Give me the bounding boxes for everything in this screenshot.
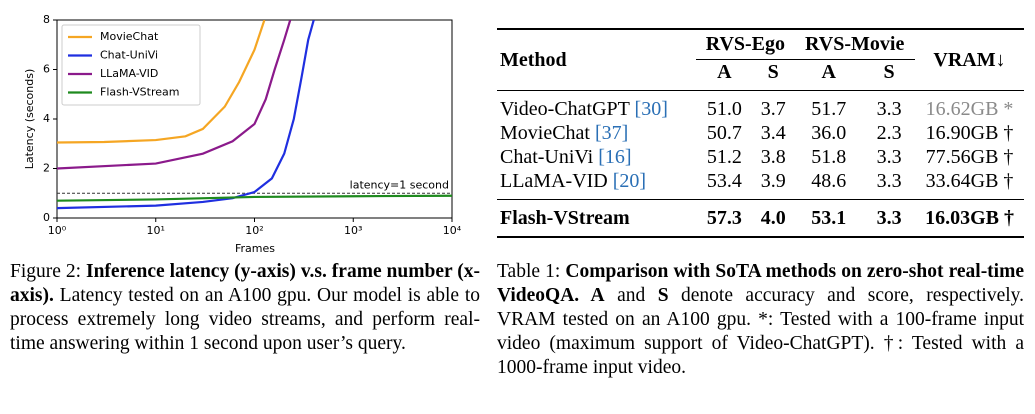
x-tick-label: 10¹: [147, 224, 165, 237]
x-tick-label: 10⁰: [48, 224, 67, 237]
method-cell: LLaMA-VID [20]: [497, 169, 696, 200]
citation: [16]: [598, 145, 632, 168]
vram-cell: 33.64GB †: [925, 169, 1014, 192]
y-tick-label: 2: [43, 162, 50, 175]
caption-text: denote accuracy and score, respectively.…: [497, 285, 1025, 378]
header-group: RVS-Movie: [794, 28, 916, 59]
legend-label: Flash-VStream: [100, 86, 179, 99]
x-tick-label: 10⁴: [443, 224, 462, 237]
legend-label: MovieChat: [100, 30, 159, 43]
method-name: Flash-VStream: [500, 206, 630, 229]
header-sub: A: [794, 58, 864, 90]
score-cell: 3.3: [863, 198, 916, 238]
score-cell: 51.8: [811, 145, 847, 168]
caption-text: S: [657, 285, 669, 306]
vram-cell: 16.90GB †: [925, 121, 1014, 144]
x-tick-label: 10³: [344, 224, 362, 237]
header-cell: Method: [497, 28, 697, 90]
citation: [30]: [634, 97, 668, 120]
legend-label: Chat-UniVi: [100, 49, 158, 62]
method-cell: Video-ChatGPT [30]: [497, 89, 697, 121]
caption-text: A: [579, 285, 605, 306]
x-axis-label: Frames: [235, 242, 275, 255]
caption-text: Latency tested on an A100 gpu. Our model…: [10, 285, 480, 354]
threshold-label: latency=1 second: [350, 178, 449, 191]
score-cell: 4.0: [752, 198, 795, 238]
method-name: Chat-UniVi: [500, 145, 594, 168]
figure-caption: Figure 2: Inference latency (y-axis) v.s…: [10, 260, 480, 356]
score-cell: 57.3: [696, 198, 753, 238]
y-tick-label: 6: [43, 63, 50, 76]
table-row: Chat-UniVi [16] 51.2 3.8 51.8 3.3 77.56GB †: [497, 145, 1024, 169]
score-cell: 2.3: [876, 121, 902, 144]
citation: [20]: [612, 169, 647, 192]
header-sub: A: [696, 58, 753, 90]
method-name: MovieChat: [500, 121, 590, 144]
y-tick-label: 0: [43, 211, 50, 224]
score-cell: 3.3: [876, 145, 902, 168]
header-sub: S: [863, 58, 916, 90]
method-cell: MovieChat [37]: [497, 121, 696, 145]
y-tick-label: 8: [43, 13, 50, 26]
legend-box: [61, 24, 201, 106]
results-table: Method RVS-Ego RVS-Movie VRAM↓ A S A S Video-Cha…: [497, 28, 1024, 238]
score-cell: 3.3: [863, 89, 916, 121]
series-line: [57, 194, 452, 202]
chart: Frames Latency (seconds) 0 2 4 6 8 10⁰ 10¹ 10² 1…: [23, 13, 462, 255]
score-cell: 53.1: [794, 198, 864, 238]
score-cell: 3.8: [760, 145, 786, 168]
series-line: [57, 20, 315, 210]
header-group: RVS-Ego: [696, 28, 795, 59]
score-cell: 36.0: [811, 121, 847, 144]
table-row: Video-ChatGPT [30] 51.0 3.7 51.7 3.3 16.62GB …: [497, 89, 1024, 121]
method-cell: Flash-VStream: [497, 198, 697, 238]
caption-text: and: [604, 285, 658, 306]
score-cell: 53.4: [706, 169, 742, 192]
citation: [37]: [595, 121, 629, 144]
x-tick-label: 10²: [245, 224, 263, 237]
score-cell: 48.6: [811, 169, 847, 192]
table-caption: Table 1: Comparison with SoTA methods on…: [497, 260, 1024, 380]
caption-text: Comparison with SoTA methods on zero-sho…: [497, 261, 1024, 306]
vram-cell: 16.03GB †: [915, 198, 1024, 238]
table-row: LLaMA-VID [20] 53.4 3.9 48.6 3.3 33.64GB †: [497, 169, 1024, 200]
header-cell: VRAM↓: [915, 28, 1024, 90]
caption-text: Inference latency (y-axis) v.s. frame nu…: [10, 261, 480, 306]
vram-cell: 77.56GB †: [925, 145, 1014, 168]
score-cell: 3.9: [760, 169, 786, 192]
series-line: [57, 20, 266, 144]
score-cell: 3.7: [752, 89, 795, 121]
table-row: MovieChat [37] 50.7 3.4 36.0 2.3 16.90GB †: [497, 121, 1024, 145]
method-name: Video-ChatGPT: [500, 97, 630, 120]
y-tick-label: 4: [43, 112, 50, 125]
caption-text: Figure 2:: [10, 261, 86, 282]
vram-cell: 16.62GB *: [915, 89, 1024, 121]
score-cell: 51.2: [706, 145, 742, 168]
series-line: [57, 20, 292, 170]
header-sub: S: [752, 58, 795, 90]
header-row: Method RVS-Ego RVS-Movie VRAM↓: [497, 28, 1024, 90]
legend-label: LLaMA-VID: [100, 67, 158, 80]
table-row: Flash-VStream 57.3 4.0 53.1 3.3 16.03GB †: [497, 198, 1024, 238]
score-cell: 51.0: [696, 89, 753, 121]
y-axis-label: Latency (seconds): [23, 69, 36, 170]
score-cell: 50.7: [706, 121, 742, 144]
method-name: LLaMA-VID: [500, 169, 608, 192]
score-cell: 51.7: [794, 89, 864, 121]
method-cell: Chat-UniVi [16]: [497, 145, 696, 169]
score-cell: 3.3: [876, 169, 902, 192]
caption-text: Table 1:: [497, 261, 566, 282]
score-cell: 3.4: [760, 121, 786, 144]
